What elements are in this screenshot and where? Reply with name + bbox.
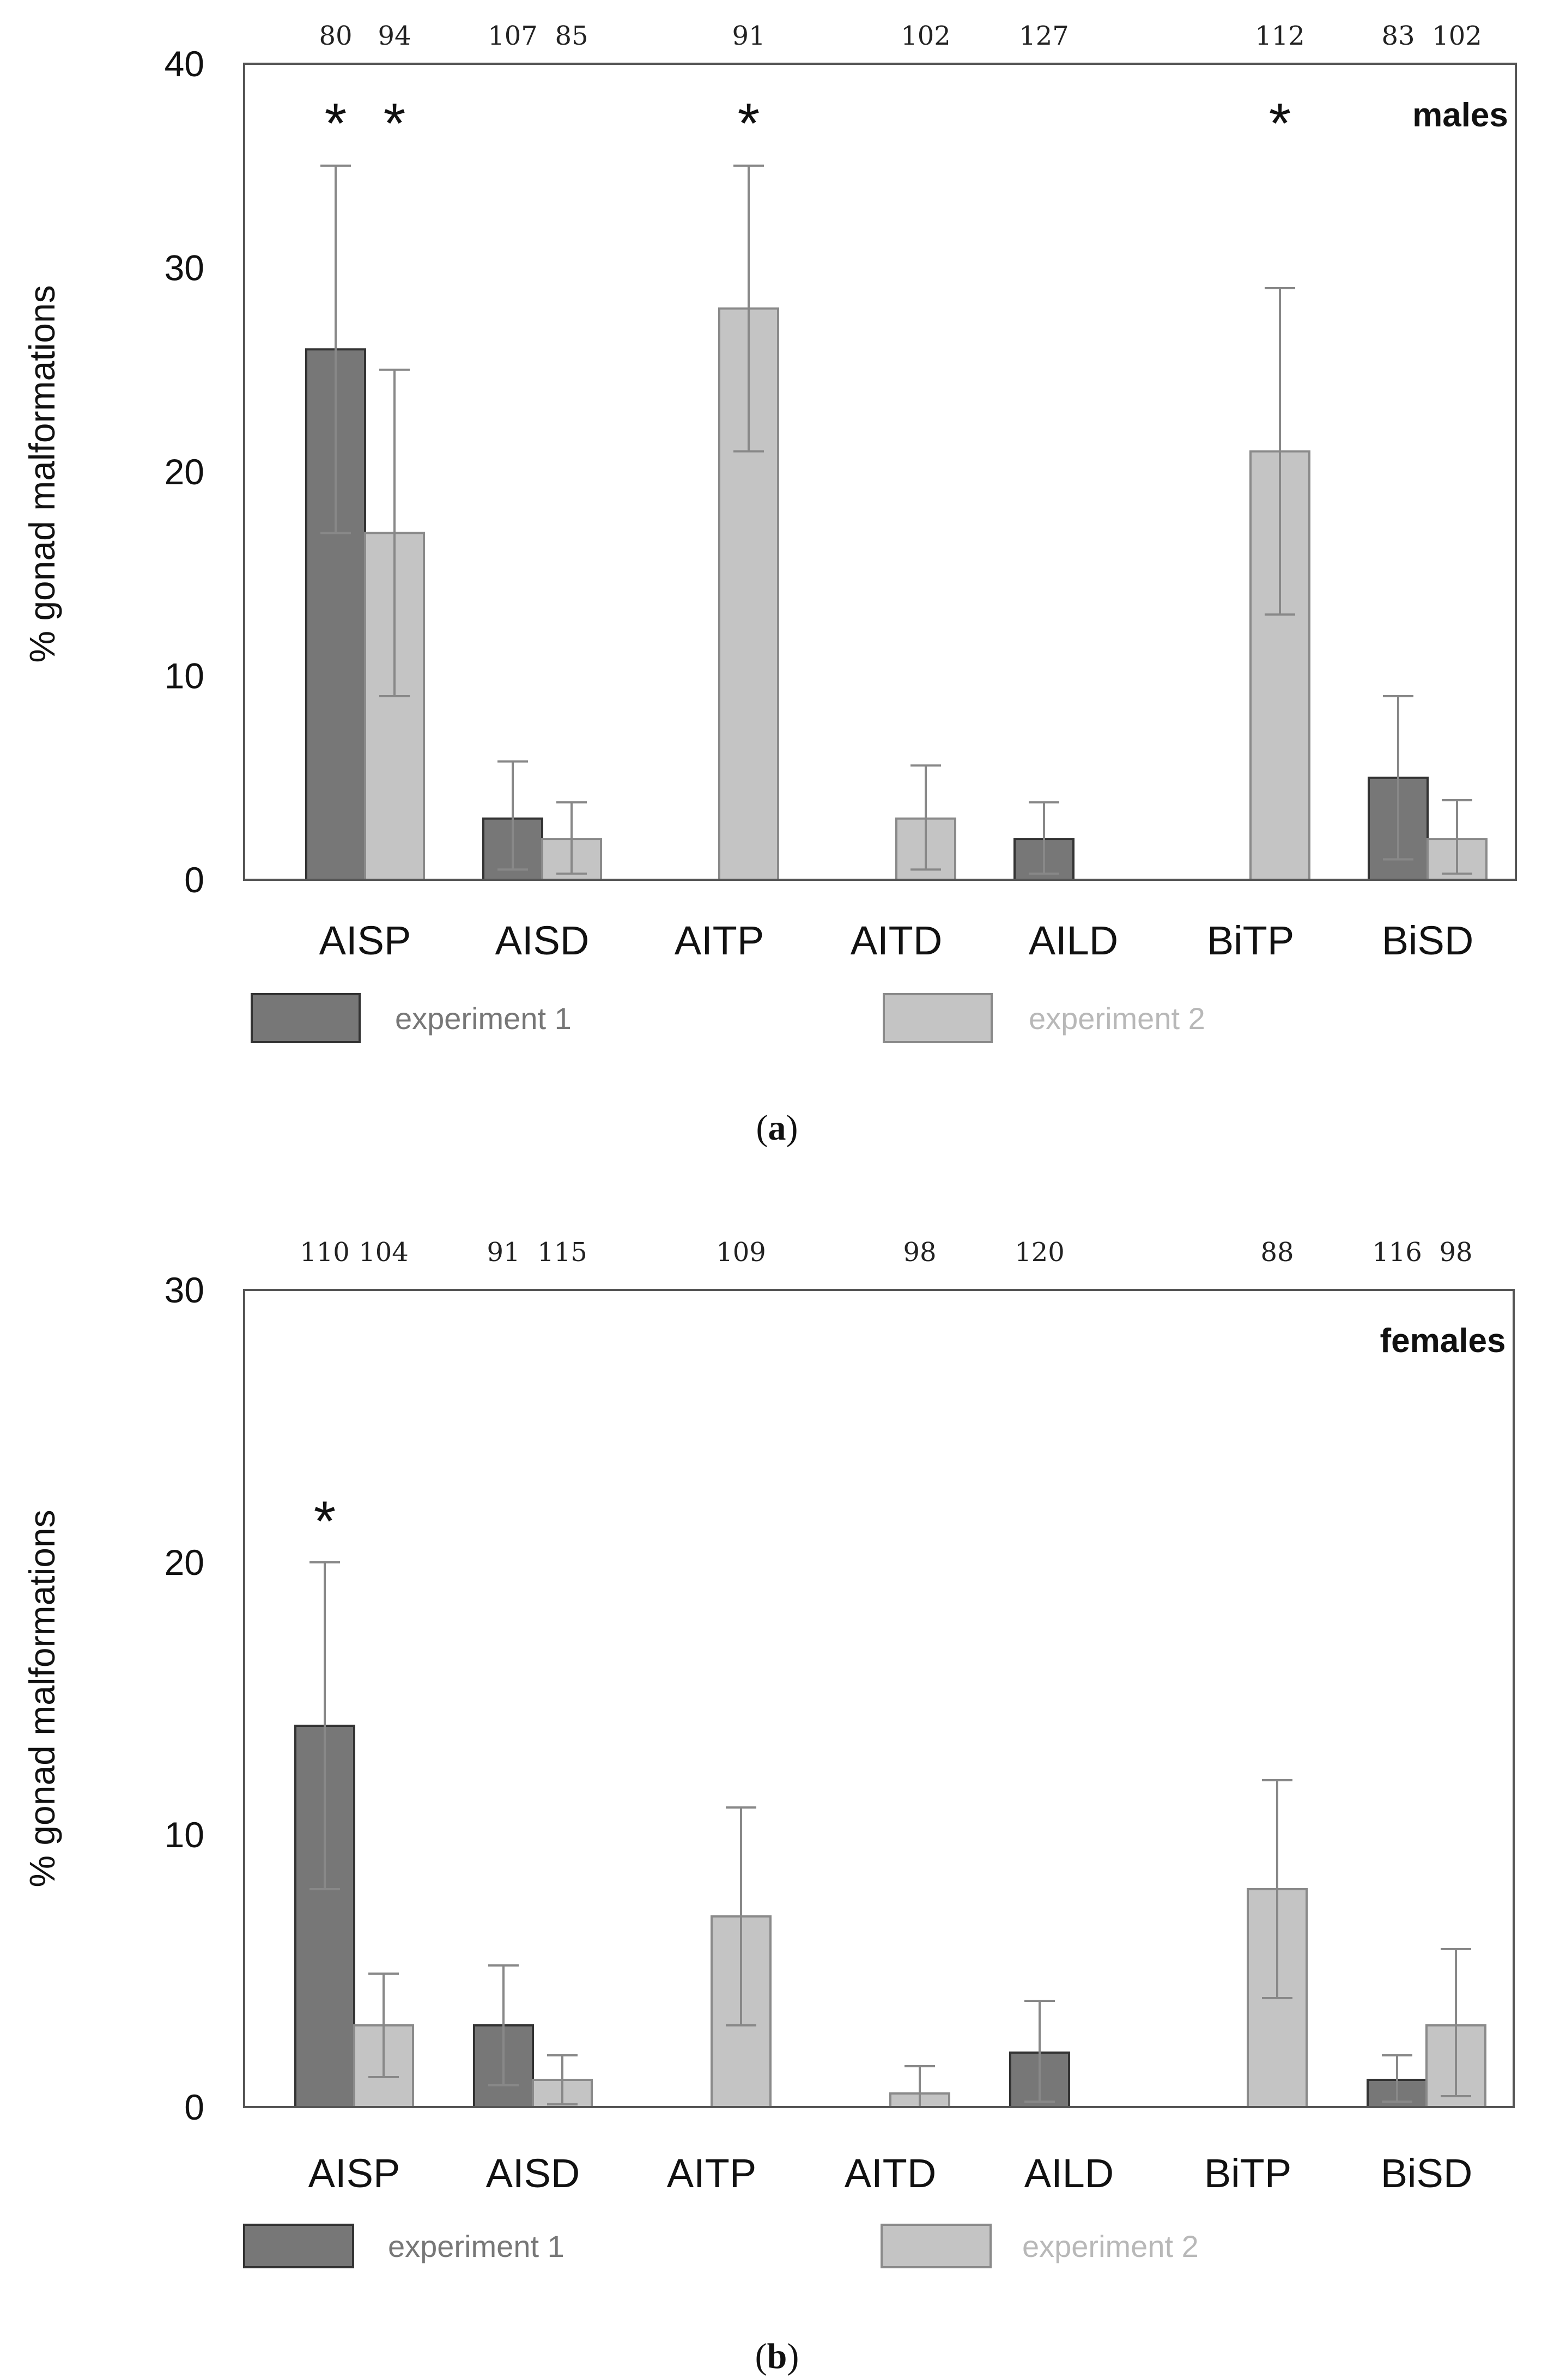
panel-a-sample-size-label: 83 [1381,21,1415,51]
panel-b-category-label-aisp: AISP [308,2151,400,2196]
panel-a-sample-size-label: 80 [319,21,352,51]
panel-a-legend-swatch-experiment-1 [251,993,361,1043]
panel-a-error-bar [379,368,410,697]
panel-a-error-bar [1265,287,1295,616]
panel-a-error-bar [1029,801,1059,875]
panel-b-error-bar [368,1973,399,2078]
panel-b-sample-size-label: 109 [716,1237,766,1268]
panel-a-y-tick-label: 0 [184,860,204,900]
panel-a-y-tick-label: 30 [165,248,204,288]
panel-b-sex-label: females [1380,1322,1506,1360]
panel-a-error-bar [320,165,351,534]
panel-a-sample-size-label: 85 [555,21,588,51]
panel-a-category-label-bitp: BiTP [1207,918,1294,963]
panel-b-category-label-bisd: BiSD [1381,2151,1473,2196]
panel-a-sample-size-label: 91 [732,21,765,51]
panel-a-plot-frame [243,63,1517,881]
panel-a-legend-label-experiment-1: experiment 1 [395,1001,572,1036]
panel-b-sample-size-label: 98 [903,1237,936,1268]
panel-b-sample-size-label: 115 [537,1237,587,1268]
panel-a-sample-size-label: 102 [1432,21,1482,51]
panel-a-category-label-aild: AILD [1029,918,1119,963]
panel-a-sex-label: males [1412,96,1508,134]
panel-b-sample-size-label: 104 [359,1237,409,1268]
panel-b-legend-swatch-experiment-1 [243,2224,354,2268]
panel-b-plot-frame [243,1289,1515,2108]
panel-b-caption: (b) [755,2336,799,2376]
panel-b-error-bar [547,2054,578,2105]
panel-a-sample-size-label: 127 [1019,21,1069,51]
panel-a-error-bar [1442,799,1472,875]
panel-b-error-bar [488,1964,519,2086]
panel-b-sample-size-label: 116 [1372,1237,1422,1268]
panel-b-error-bar [1382,2054,1412,2103]
panel-b-category-label-aitd: AITD [845,2151,937,2196]
panel-a-caption-part: a [768,1108,786,1148]
panel-a-sample-size-label: 94 [378,21,411,51]
panel-a-category-label-aitd: AITD [851,918,943,963]
panel-b-category-label-aild: AILD [1024,2151,1114,2196]
panel-b-y-tick-label: 10 [165,1815,204,1855]
panel-b-sample-size-label: 120 [1015,1237,1065,1268]
panel-a-significance-star: * [325,92,347,155]
panel-a-error-bar [910,764,941,871]
panel-b-y-tick-label: 30 [165,1270,204,1310]
panel-b-sample-size-label: 110 [300,1237,350,1268]
panel-b-legend-label-experiment-1: experiment 1 [388,2229,564,2263]
panel-a-category-label-aisd: AISD [495,918,590,963]
panel-a-y-tick-label: 20 [165,452,204,492]
panel-b-category-label-aisd: AISD [486,2151,580,2196]
panel-b-caption-part: b [767,2336,787,2376]
panel-a-category-label-aisp: AISP [319,918,411,963]
panel-b-sample-size-label: 88 [1260,1237,1294,1268]
panel-a-error-bar [556,801,587,875]
panel-b-category-label-aitp: AITP [667,2151,756,2196]
panel-b-category-label-bitp: BiTP [1204,2151,1291,2196]
panel-b-caption-part: ( [755,2336,767,2376]
panel-b-y-tick-label: 0 [184,2087,204,2127]
panel-a-sample-size-label: 107 [488,21,538,51]
panel-a-legend-label-experiment-2: experiment 2 [1029,1001,1205,1036]
panel-b-sample-size-label: 98 [1439,1237,1472,1268]
panel-b-sample-size-label: 91 [487,1237,520,1268]
panel-a-error-bar [497,760,528,871]
panel-b-caption-part: ) [787,2336,799,2376]
panel-b-error-bar [309,1561,340,1890]
panel-a-legend-swatch-experiment-2 [883,993,993,1043]
panel-b-legend-swatch-experiment-2 [881,2224,992,2268]
panel-a-caption-part: ( [756,1108,768,1148]
panel-a-caption-part: ) [786,1108,798,1148]
panel-a-y-tick-label: 10 [165,656,204,696]
panel-a-category-label-aitp: AITP [675,918,764,963]
panel-a-significance-star: * [384,92,405,155]
panel-a-sample-size-label: 102 [901,21,951,51]
panel-a-error-bar [1383,695,1413,861]
panel-a-caption: (a) [756,1108,798,1148]
panel-b-y-axis-title: % gonad malformations [22,1509,62,1887]
panel-b-error-bar [726,1806,756,2026]
panel-a-y-axis-title: % gonad malformations [22,285,62,662]
panel-b-chart: % gonad malformations 0 10 20 30 110 * 104 91 115… [22,1237,1515,2376]
panel-a-category-label-bisd: BiSD [1382,918,1474,963]
panel-a-y-tick-label: 40 [165,44,204,84]
panel-a-sample-size-label: 112 [1255,21,1305,51]
panel-b-y-tick-label: 20 [165,1542,204,1582]
panel-a-significance-star: * [1269,92,1291,155]
panel-b-error-bar [1262,1779,1292,1999]
panel-a-significance-star: * [738,92,760,155]
panel-a-chart: % gonad malformations 0 10 20 30 40 80 * 94 * 107 8… [22,21,1517,1148]
panel-b-error-bar [1441,1948,1471,2097]
panel-b-significance-star: * [314,1490,336,1553]
panel-b-error-bar [1024,2000,1055,2103]
panel-a-error-bar [733,165,764,453]
panel-b-legend-label-experiment-2: experiment 2 [1022,2229,1199,2263]
